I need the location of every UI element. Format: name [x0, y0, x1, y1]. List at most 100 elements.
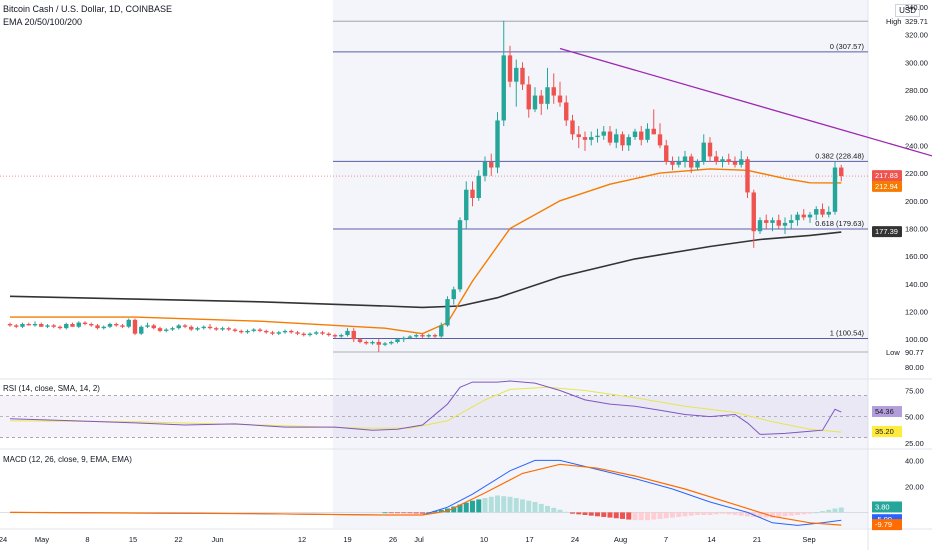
ema-legend: EMA 20/50/100/200	[3, 17, 83, 27]
candle-body	[276, 332, 281, 334]
x-tick-label: Jul	[414, 535, 424, 544]
macd-histogram-bar	[838, 507, 844, 513]
y-tick-label: 160.00	[905, 252, 928, 261]
candle-body	[514, 67, 519, 82]
candle-body	[407, 336, 413, 338]
low-label: Low	[886, 348, 900, 357]
x-tick-label: 15	[129, 535, 137, 544]
price-axis-value: 217.83	[875, 171, 898, 180]
macd-histogram-bar	[820, 511, 825, 513]
x-tick-label: 17	[525, 535, 533, 544]
candle-body	[26, 324, 31, 326]
macd-value: 3.80	[875, 502, 890, 511]
macd-histogram-bar	[557, 509, 563, 513]
candle-body	[464, 189, 469, 221]
candle-body	[164, 329, 169, 331]
macd-histogram-bar	[813, 512, 819, 514]
macd-histogram-bar	[682, 512, 688, 517]
candle-body	[376, 342, 381, 345]
low-value: 90.77	[905, 348, 924, 357]
rsi-tick: 75.00	[905, 386, 924, 395]
x-tick-label: 14	[707, 535, 715, 544]
macd-histogram-bar	[507, 496, 513, 513]
macd-histogram-bar	[563, 511, 569, 513]
candle-body	[7, 324, 13, 326]
candle-body	[764, 220, 769, 223]
candle-body	[807, 214, 813, 218]
candle-body	[120, 325, 125, 327]
candle-body	[201, 326, 206, 329]
candle-body	[757, 220, 763, 232]
candle-body	[182, 325, 188, 327]
candle-body	[351, 330, 356, 340]
candle-body	[39, 324, 44, 327]
candle-body	[107, 324, 113, 327]
candle-body	[570, 120, 575, 135]
candle-body	[132, 319, 138, 334]
macd-histogram-bar	[420, 512, 425, 514]
macd-title: MACD (12, 26, close, 9, EMA, EMA)	[3, 455, 132, 464]
candle-body	[507, 55, 513, 82]
macd-histogram-bar	[688, 512, 694, 516]
candle-body	[539, 95, 544, 104]
fib-label: 0.618 (179.63)	[815, 219, 864, 228]
x-tick-label: Aug	[614, 535, 627, 544]
candle-body	[145, 325, 150, 327]
candle-body	[482, 162, 488, 176]
currency-button[interactable]: USD	[895, 4, 920, 17]
candle-body	[826, 211, 831, 215]
candle-body	[589, 137, 594, 140]
macd-histogram-bar	[663, 512, 669, 519]
candle-body	[739, 159, 744, 165]
high-value: 329.71	[905, 17, 928, 26]
candle-body	[839, 167, 844, 177]
price-axis-tag	[872, 180, 902, 192]
candle-body	[189, 326, 194, 330]
candle-body	[157, 328, 163, 331]
candle-body	[651, 128, 656, 135]
candle-body	[289, 330, 294, 333]
ema-50-line	[10, 168, 842, 335]
candle-body	[814, 209, 819, 215]
candle-body	[545, 87, 550, 104]
candle-body	[639, 131, 644, 140]
candle-body	[364, 342, 369, 344]
candle-body	[101, 326, 106, 329]
candle-body	[695, 162, 700, 168]
candle-body	[707, 142, 713, 157]
candle-body	[45, 325, 50, 327]
candle-body	[720, 159, 725, 162]
macd-histogram-bar	[570, 512, 575, 514]
candle-body	[257, 329, 263, 331]
candle-body	[307, 333, 313, 336]
candle-body	[801, 214, 806, 218]
macd-histogram-bar	[645, 512, 650, 521]
macd-histogram-bar	[576, 512, 582, 515]
candle-body	[501, 55, 506, 121]
candle-body	[782, 222, 788, 226]
candle-body	[595, 135, 600, 138]
macd-histogram-bar	[726, 512, 732, 515]
fib-label: 0 (307.57)	[830, 42, 865, 51]
candle-body	[607, 131, 613, 143]
price-axis-value: 177.39	[875, 227, 898, 236]
candle-body	[370, 342, 375, 344]
x-tick-label: 19	[343, 535, 351, 544]
candle-body	[226, 328, 231, 330]
x-tick-label: 24	[0, 535, 7, 544]
candle-body	[551, 87, 556, 96]
candle-body	[282, 330, 288, 333]
candle-body	[414, 335, 419, 337]
macd-histogram-bar	[545, 505, 550, 513]
candle-body	[789, 220, 794, 223]
macd-histogram-bar	[451, 506, 457, 513]
macd-histogram-bar	[763, 512, 769, 518]
macd-histogram-bar	[695, 512, 700, 515]
candle-body	[557, 95, 563, 103]
candle-body	[139, 326, 144, 334]
ema-200-line	[9, 231, 842, 309]
candle-body	[726, 159, 731, 162]
candle-body	[495, 120, 500, 168]
candle-body	[245, 330, 250, 333]
